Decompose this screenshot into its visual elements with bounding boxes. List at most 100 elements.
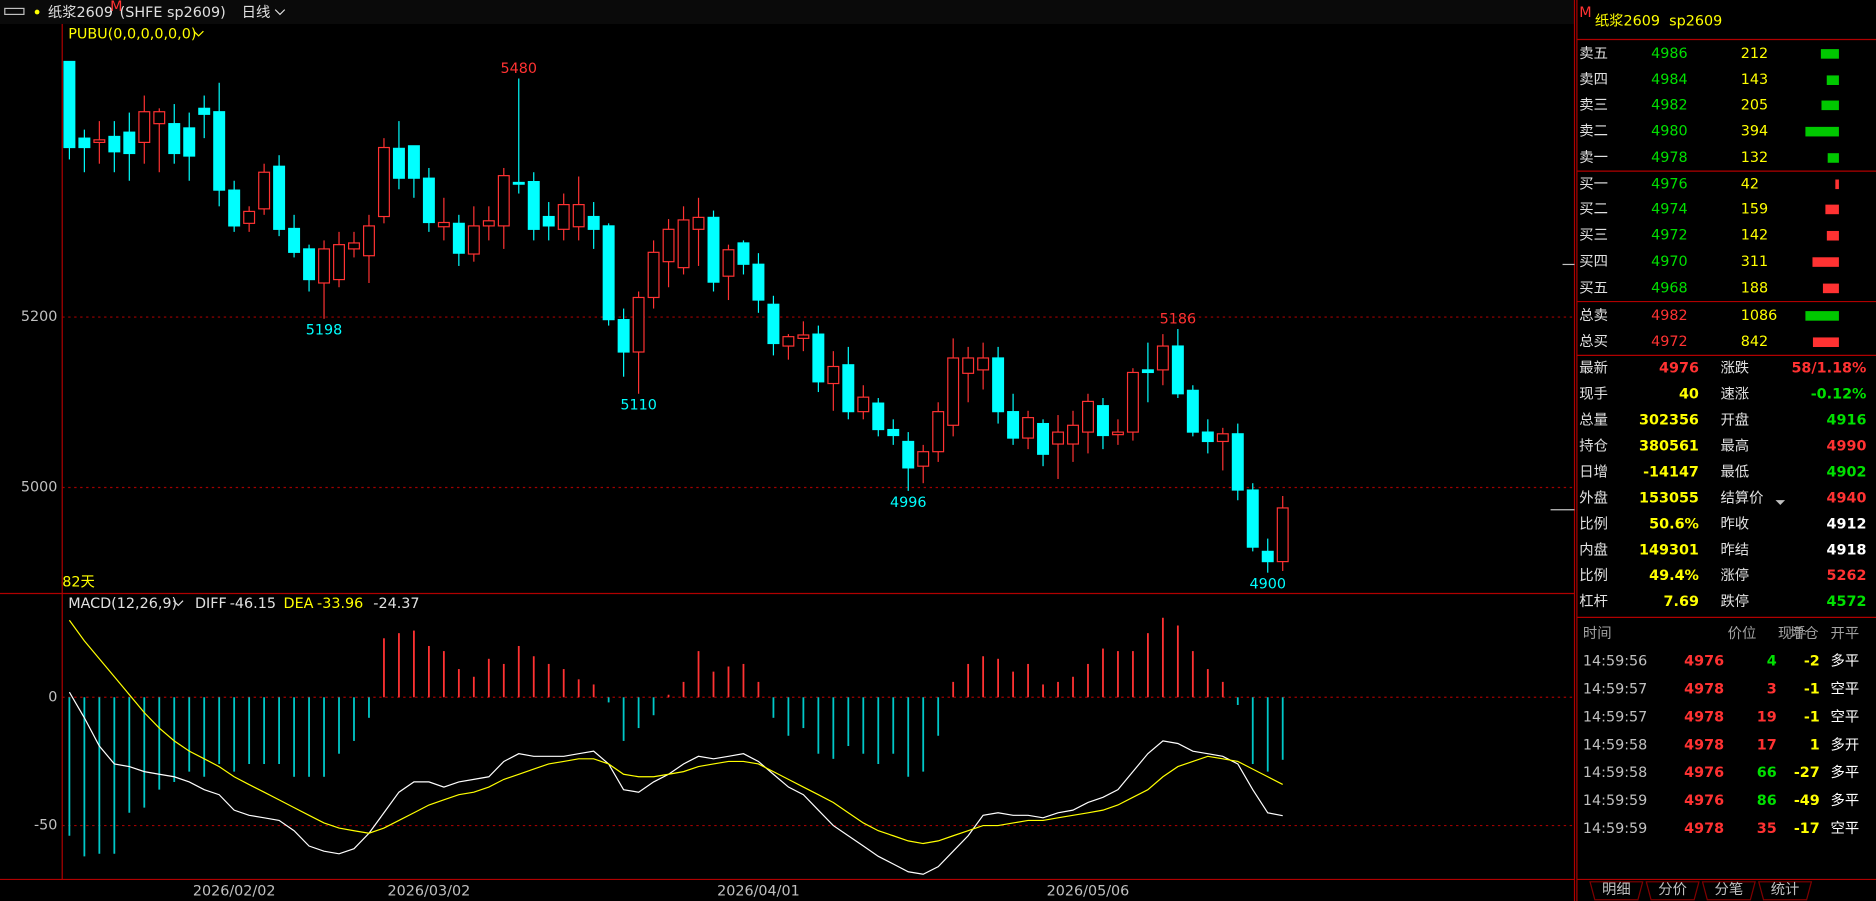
tick-header: 开平: [1831, 626, 1860, 642]
book-bar: [1835, 179, 1839, 190]
candle-body: [123, 131, 136, 155]
tick-cell: -2: [1804, 654, 1820, 670]
tab[interactable]: 分价: [1658, 881, 1687, 898]
candle-body: [1126, 371, 1139, 433]
candle-body: [1246, 489, 1259, 548]
stat-value: 4940: [1827, 490, 1867, 506]
y-tick-label: 0: [48, 689, 57, 705]
book-label: 卖五: [1579, 45, 1608, 62]
candle-body: [1156, 345, 1169, 371]
candle-body: [288, 227, 301, 253]
symbol-name: 纸浆2609: [48, 3, 113, 21]
candle-body: [977, 357, 990, 371]
tab[interactable]: 明细: [1602, 881, 1631, 898]
days-label: 82天: [62, 575, 95, 591]
book-volume: 311: [1741, 254, 1768, 270]
candle-body: [752, 263, 765, 301]
book-volume: 142: [1741, 228, 1768, 244]
candle-body: [707, 216, 720, 283]
stat-value: 49.4%: [1649, 568, 1699, 584]
indicator-label[interactable]: PUBU(0,0,0,0,0,0): [68, 27, 196, 43]
tick-cell: 空平: [1831, 708, 1860, 725]
candle-body: [1201, 431, 1214, 443]
candle-body: [243, 210, 256, 224]
candle-body: [333, 244, 346, 281]
tab-frame: [1589, 881, 1644, 901]
candle-body: [303, 248, 316, 281]
book-label: 买一: [1579, 175, 1608, 192]
candle-body: [827, 365, 840, 385]
candle-body: [407, 145, 420, 179]
candle-body: [557, 204, 570, 230]
tick-cell: 多平: [1831, 764, 1860, 781]
book-price: 4968: [1651, 280, 1688, 296]
book-bar: [1826, 75, 1839, 85]
indicator-chevron[interactable]: [193, 30, 204, 37]
candle-body: [228, 189, 241, 227]
settle-chevron[interactable]: [1775, 500, 1786, 505]
candle-body: [902, 440, 915, 469]
candle-body: [842, 364, 855, 413]
stat-label: 最新: [1579, 360, 1608, 377]
toolbar: [0, 0, 1575, 24]
low-label: 5110: [620, 398, 657, 414]
stat-value: 58/1.18%: [1791, 361, 1866, 377]
legend-macd-value: -24.37: [373, 596, 419, 612]
candle-body: [168, 123, 181, 155]
book-label: 卖三: [1579, 96, 1608, 113]
period-select[interactable]: 日线: [242, 4, 271, 21]
book-volume: 159: [1741, 201, 1768, 217]
total-bar: [1805, 311, 1839, 321]
candle-body: [183, 127, 196, 157]
book-price: 4970: [1651, 254, 1688, 270]
tab-frame: [1757, 881, 1813, 901]
candle-body: [258, 171, 271, 210]
stat-label: 现手: [1579, 386, 1608, 403]
tab[interactable]: 分笔: [1714, 881, 1743, 898]
book-bar: [1825, 204, 1839, 215]
total-label: 总卖: [1579, 307, 1608, 324]
candle-body: [1037, 422, 1050, 455]
tick-cell: 35: [1757, 821, 1777, 837]
stat-label: 开盘: [1720, 410, 1749, 428]
tick-cell: 多平: [1831, 792, 1860, 809]
book-label: 卖四: [1579, 71, 1608, 88]
symbol-flag: M: [110, 0, 122, 15]
tick-header: 现手: [1778, 625, 1807, 642]
book-label: 买五: [1579, 279, 1608, 296]
stat-value: -14147: [1643, 464, 1699, 480]
book-bar: [1826, 230, 1839, 241]
total-bar: [1812, 337, 1839, 348]
book-price: 4978: [1651, 150, 1688, 166]
tab-frame: [1645, 881, 1700, 901]
macd-chevron[interactable]: [173, 600, 184, 607]
candle-body: [647, 251, 660, 299]
book-volume: 132: [1741, 150, 1768, 166]
stat-label: 比例: [1579, 567, 1608, 584]
book-label: 买四: [1579, 253, 1608, 270]
menu-icon[interactable]: [4, 7, 25, 16]
tick-cell: 1: [1810, 737, 1820, 753]
period-chevron[interactable]: [274, 9, 286, 16]
macd-title[interactable]: MACD(12,26,9): [68, 596, 177, 612]
candle-body: [348, 242, 360, 250]
candle-body: [917, 451, 930, 467]
quote-flag: M: [1579, 5, 1591, 21]
book-label: 卖一: [1579, 149, 1608, 166]
tick-cell: -1: [1804, 709, 1820, 725]
candle-body: [1186, 389, 1199, 433]
stat-label: 涨跌: [1720, 360, 1749, 377]
candle-body: [482, 220, 495, 227]
stat-label: 日增: [1579, 463, 1608, 480]
candle-body: [1261, 550, 1274, 563]
stat-value: 302356: [1639, 412, 1699, 428]
tick-cell: 空平: [1831, 820, 1860, 837]
tab-frame: [1701, 881, 1756, 901]
candle-body: [782, 336, 795, 347]
tab[interactable]: 统计: [1771, 881, 1800, 898]
legend-diff: DIFF: [195, 596, 227, 612]
high-label: 5186: [1160, 311, 1197, 327]
total-volume: 1086: [1741, 308, 1778, 324]
book-bar: [1822, 283, 1839, 294]
